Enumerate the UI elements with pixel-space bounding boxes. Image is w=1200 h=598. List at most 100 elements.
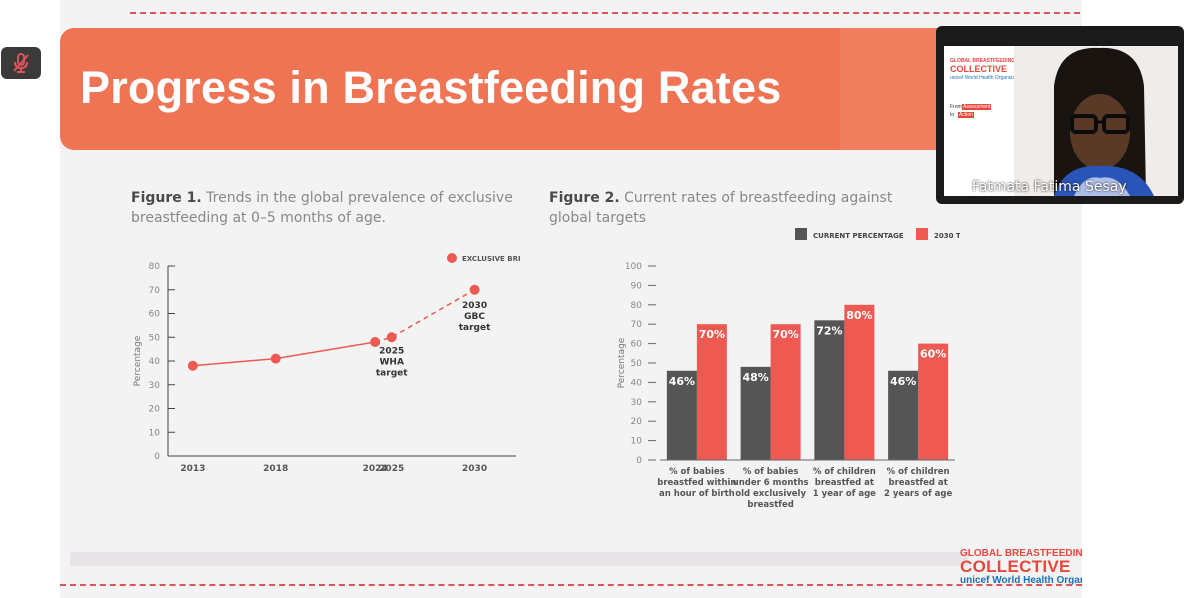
target-annotation: GBC [464,312,485,322]
background-tag-from: From [950,104,962,110]
bar-chart: CURRENT PERCENTAGE 2030 TARGET 0 10 20 30 40 50… [540,222,986,526]
y-axis-title: Percentage [133,335,143,386]
title-banner: Progress in Breastfeeding Rates [60,28,1082,150]
data-point [187,360,198,371]
y-tick-label: 50 [631,359,643,369]
data-point [270,353,281,364]
y-tick-label: 0 [636,456,642,466]
bar-chart-svg: CURRENT PERCENTAGE 2030 TARGET 0 10 20 30 40 50… [617,228,986,510]
footer-logo-line3: unicef World Health Organization [960,575,1082,586]
line-chart: 0 10 20 30 40 50 60 70 80 2013 2018 2024 2025 2030 Per… [120,240,573,489]
mute-button[interactable] [1,47,41,79]
category-label: under 6 months [733,478,809,488]
y-tick-label: 70 [631,320,643,330]
target-bar [844,304,875,460]
target-annotation: 2025 [379,346,404,356]
dashed-divider-top [130,12,1080,14]
background-logo-line2: COLLECTIVE [950,64,1008,74]
background-tag-action: Action [958,112,974,118]
figure1-label: Figure 1. [131,190,202,206]
footer-logo-line2: COLLECTIVE [960,557,1071,576]
y-tick-label: 80 [149,262,161,272]
data-point [469,284,480,295]
participant-figure [1014,46,1178,196]
target-value-label: 80% [846,309,872,322]
y-tick-label: 20 [631,417,643,427]
gbc-footer-logo: GLOBAL BREASTFEEDING COLLECTIVE unicef W… [960,548,1082,587]
legend-marker [447,253,457,263]
y-tick-label: 10 [149,428,161,438]
x-tick-label: 2025 [379,464,404,474]
figure1-caption-line1: Trends in the global prevalence of exclu… [206,190,513,206]
current-bar [666,370,697,460]
target-annotation: WHA [379,357,403,367]
participant-video-tile[interactable]: GLOBAL BREASTFEEDING COLLECTIVE unicef W… [936,26,1184,204]
current-bar [740,366,771,460]
target-value-label: 70% [772,328,798,341]
figure2-caption-line1: Current rates of breastfeeding against [624,190,893,206]
target-annotation: target [459,323,491,333]
footer-logo-line1: GLOBAL BREASTFEEDING [960,548,1082,559]
y-tick-label: 90 [631,281,643,291]
x-tick-label: 2013 [180,464,205,474]
category-label: breastfed within [657,478,736,488]
microphone-muted-icon [13,53,29,73]
current-value-label: 46% [669,375,695,388]
current-value-label: 46% [890,375,916,388]
shared-slide: Progress in Breastfeeding Rates Figure 1… [60,0,1082,598]
current-bar [888,370,919,460]
x-tick-label: 2024 [363,464,388,474]
x-tick-label: 2018 [263,464,288,474]
background-tag-to: to [950,112,955,118]
category-label: old exclusively [735,489,806,499]
y-tick-label: 40 [631,378,643,388]
video-feed: GLOBAL BREASTFEEDING COLLECTIVE unicef W… [944,46,1178,196]
y-tick-label: 60 [631,340,643,350]
category-label: % of children [813,467,876,477]
category-label: % of babies [669,467,725,477]
y-tick-label: 60 [149,310,161,320]
legend-current-label: CURRENT PERCENTAGE [813,232,904,240]
trend-line [192,341,376,367]
target-bar [696,324,727,460]
target-bar [770,324,801,460]
target-value-label: 60% [920,348,946,361]
y-tick-label: 20 [149,405,161,415]
dashed-divider-bottom [60,584,1082,586]
figure1-caption: Figure 1. Trends in the global prevalenc… [131,188,551,228]
current-value-label: 48% [742,371,768,384]
legend-target-swatch [916,228,928,240]
category-label: 1 year of age [813,489,876,499]
background-banner: GLOBAL BREASTFEEDING COLLECTIVE unicef W… [944,46,1023,196]
y-tick-label: 0 [154,452,160,462]
category-label: breastfed at [889,478,948,488]
background-logo-line3: unicef World Health Organization [950,75,1024,81]
y-tick-label: 30 [149,381,161,391]
y-tick-label: 80 [631,301,643,311]
legend-target-label: 2030 TARGET [934,232,960,240]
category-label: 2 years of age [884,489,952,499]
current-bar [814,320,845,460]
participant-name: Fatmata Fatima Sesay [972,179,1127,195]
figure2-label: Figure 2. [549,190,620,206]
target-annotation: 2030 [462,301,487,311]
y-tick-label: 10 [631,437,643,447]
target-annotation: target [376,368,408,378]
legend-current-swatch [795,228,807,240]
y-tick-label: 70 [149,286,161,296]
category-label: % of children [887,467,950,477]
y-tick-label: 40 [149,357,161,367]
background-logo-line1: GLOBAL BREASTFEEDING [950,58,1016,64]
target-bar [918,343,949,460]
current-value-label: 72% [816,324,842,337]
slide-title: Progress in Breastfeeding Rates [80,62,782,113]
figure1-caption-line2: breastfeeding at 0–5 months of age. [131,210,386,226]
person-icon [953,179,965,195]
target-value-label: 70% [699,328,725,341]
background-tag-assessment: Assessment [962,104,992,110]
category-label: breastfed [747,500,793,510]
y-tick-label: 50 [149,333,161,343]
legend-label: EXCLUSIVE BREASTFEEDING [462,255,520,263]
